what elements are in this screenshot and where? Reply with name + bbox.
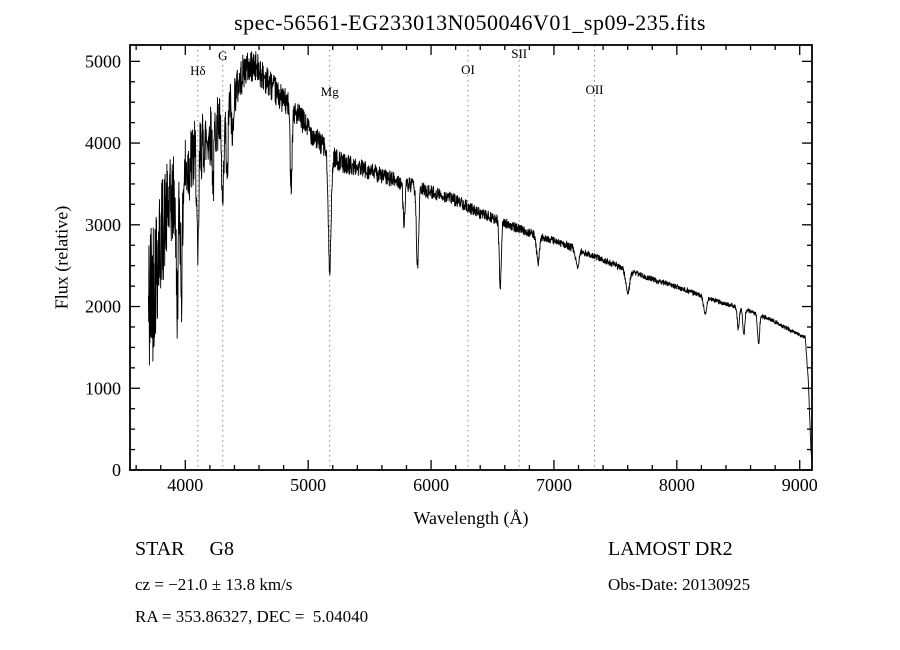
page-title: spec-56561-EG233013N050046V01_sp09-235.f…: [234, 10, 706, 35]
spectral-line-label: OI: [461, 62, 475, 77]
spectral-line-label: Mg: [321, 84, 340, 99]
x-tick-label: 4000: [167, 475, 203, 495]
spectral-line-label: OII: [585, 82, 603, 97]
y-tick-label: 1000: [85, 378, 121, 398]
spectral-line-label: SII: [511, 46, 527, 61]
x-tick-label: 9000: [782, 475, 818, 495]
x-tick-label: 7000: [536, 475, 572, 495]
survey-label: LAMOST DR2: [608, 538, 733, 560]
spectral-line-label: G: [218, 48, 227, 63]
y-tick-label: 4000: [85, 133, 121, 153]
y-tick-label: 3000: [85, 215, 121, 235]
y-tick-label: 0: [112, 460, 121, 480]
obs-date: Obs-Date: 20130925: [608, 575, 751, 594]
x-axis-label: Wavelength (Å): [413, 508, 529, 528]
x-tick-label: 6000: [413, 475, 449, 495]
object-class-label: STAR G8: [135, 538, 234, 560]
y-tick-label: 2000: [85, 297, 121, 317]
y-tick-label: 5000: [85, 51, 121, 71]
x-tick-label: 5000: [290, 475, 326, 495]
cz-value: cz = −21.0 ± 13.8 km/s: [135, 575, 293, 594]
ra-dec-value: RA = 353.86327, DEC = 5.04040: [135, 607, 369, 626]
spectral-line-label: Hδ: [190, 63, 206, 78]
plot-frame: [129, 44, 813, 471]
y-axis-label: Flux (relative): [51, 205, 72, 310]
x-tick-label: 8000: [659, 475, 695, 495]
spectrum-trace: [147, 51, 812, 465]
